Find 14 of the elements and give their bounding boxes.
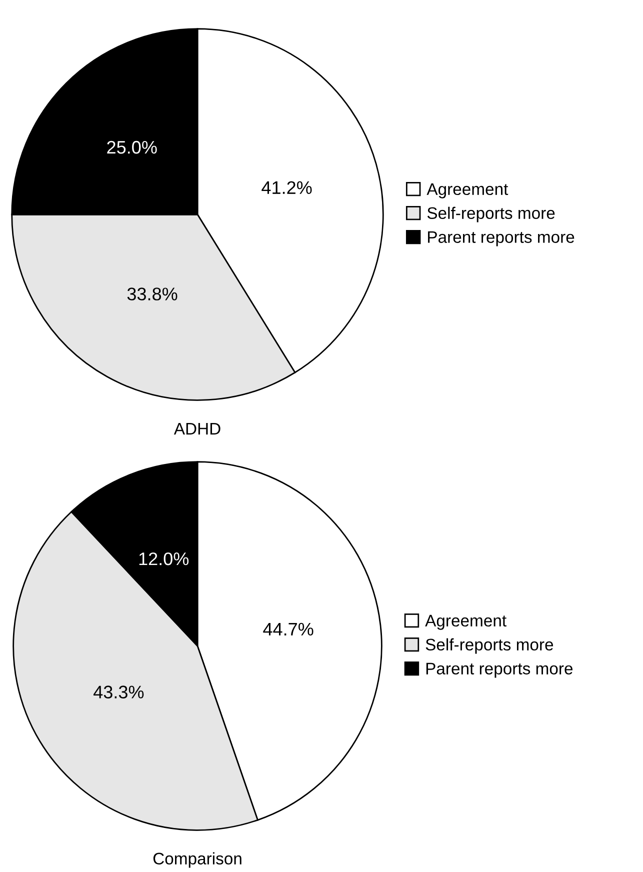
text: Comparison: [153, 852, 242, 868]
data-label: 43.3%: [94, 686, 144, 698]
data-label: 33.8%: [127, 288, 178, 300]
legend-label: Self-reports more: [427, 206, 555, 222]
legend-label: Parent reports more: [428, 231, 574, 246]
legend-label: Agreement: [425, 614, 506, 630]
legend-label: Parent reports more: [426, 662, 573, 678]
legend-label: Self-reports more: [426, 638, 554, 654]
data-label: 41.2%: [262, 181, 312, 194]
data-label: 12.0%: [139, 552, 189, 566]
data-label: 44.7%: [263, 622, 314, 636]
legend-label: Agreement: [426, 183, 508, 198]
text: ADHD: [174, 423, 220, 434]
data-label: 25.0%: [107, 140, 157, 154]
